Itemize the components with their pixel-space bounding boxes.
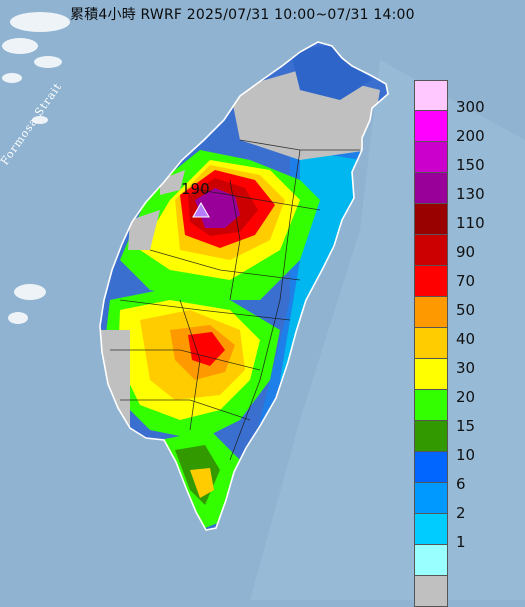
legend-label: 30 bbox=[456, 359, 476, 377]
basin-boundaries bbox=[110, 139, 360, 461]
map-title: 累積4小時 RWRF 2025/07/31 10:00~07/31 14:00 bbox=[70, 7, 415, 23]
legend-swatch bbox=[414, 235, 448, 266]
legend-swatch bbox=[414, 204, 448, 235]
peak-value-label: 190 bbox=[181, 180, 210, 198]
legend-label: 40 bbox=[456, 330, 476, 348]
legend-swatch bbox=[414, 483, 448, 514]
legend-swatch bbox=[414, 421, 448, 452]
legend-label: 130 bbox=[456, 185, 485, 203]
legend-label: 150 bbox=[456, 156, 485, 174]
legend-swatch bbox=[414, 452, 448, 483]
coastline bbox=[99, 41, 389, 531]
legend-swatch bbox=[414, 576, 448, 607]
legend-swatch bbox=[414, 390, 448, 421]
legend-swatch bbox=[414, 142, 448, 173]
legend-label: 300 bbox=[456, 98, 485, 116]
legend-swatch bbox=[414, 297, 448, 328]
taiwan-island bbox=[100, 42, 388, 530]
legend-swatch bbox=[414, 545, 448, 576]
legend-swatch bbox=[414, 111, 448, 142]
legend-label: 15 bbox=[456, 417, 476, 435]
legend-label: 20 bbox=[456, 388, 476, 406]
legend-swatch bbox=[414, 266, 448, 297]
legend-label: 6 bbox=[456, 475, 466, 493]
legend-swatch bbox=[414, 80, 448, 111]
peak-marker-icon bbox=[192, 201, 210, 218]
legend-label: 1 bbox=[456, 533, 466, 551]
legend-colorbar bbox=[414, 80, 448, 607]
legend-label: 70 bbox=[456, 272, 476, 290]
legend-swatch bbox=[414, 359, 448, 390]
legend-label: 110 bbox=[456, 214, 485, 232]
legend-swatch bbox=[414, 514, 448, 545]
legend-label: 50 bbox=[456, 301, 476, 319]
legend-label: 200 bbox=[456, 127, 485, 145]
legend-label: 90 bbox=[456, 243, 476, 261]
clouds bbox=[2, 12, 70, 324]
legend-label: 2 bbox=[456, 504, 466, 522]
legend-swatch bbox=[414, 328, 448, 359]
legend-label: 10 bbox=[456, 446, 476, 464]
sea-shading bbox=[250, 60, 525, 600]
legend-swatch bbox=[414, 173, 448, 204]
